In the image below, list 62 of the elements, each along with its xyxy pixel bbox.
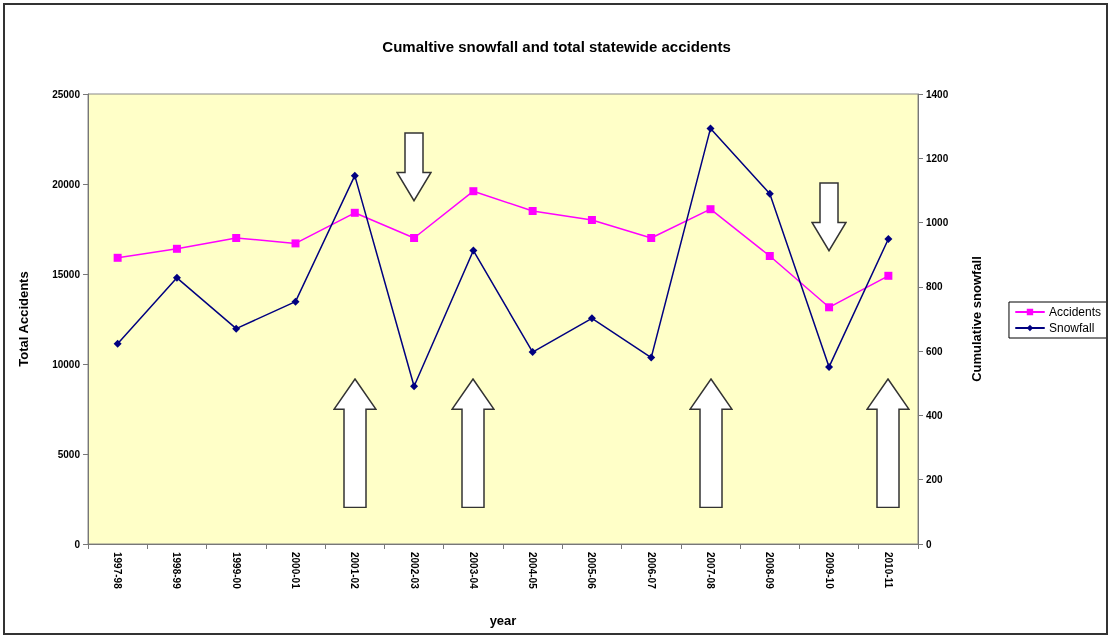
x-tick-label: 2002-03 (408, 552, 420, 590)
point (647, 234, 656, 242)
point (113, 339, 122, 348)
point (172, 244, 181, 253)
y2-tick-label: 400 (926, 409, 944, 421)
y-tick-label: 5000 (57, 448, 81, 460)
point (528, 207, 537, 215)
point (410, 382, 419, 391)
point (350, 208, 359, 217)
point (410, 234, 419, 242)
y2-axis-title: Cumulative snowfall (969, 256, 984, 382)
point (528, 348, 537, 357)
x-tick-label: 1999-00 (230, 552, 242, 590)
point (765, 189, 774, 198)
x-tick-label: 2003-04 (467, 552, 479, 590)
y-tick-label: 0 (74, 538, 81, 550)
y2-tick-label: 600 (926, 345, 944, 357)
point (469, 187, 478, 196)
point (587, 216, 596, 224)
point (232, 324, 241, 333)
x-tick-label: 2001-02 (349, 552, 361, 590)
y2-tick-label: 1000 (926, 217, 949, 229)
legend-label: Accidents (1048, 305, 1102, 319)
y-tick-label: 25000 (52, 88, 81, 100)
y-tick-label: 10000 (52, 358, 81, 370)
y2-tick-label: 1400 (926, 88, 949, 100)
x-tick-label: 2006-07 (645, 552, 657, 590)
x-tick-label: 2004-05 (527, 552, 539, 590)
point (350, 171, 359, 180)
x-tick-label: 2000-01 (290, 552, 301, 590)
y-axis-title: Total Accidents (16, 271, 31, 367)
x-axis-title: year (489, 613, 517, 628)
chart-title: Cumaltive snowfall and total statewide accidents (382, 38, 731, 55)
point (884, 271, 893, 280)
legend-label: Snowfall (1048, 321, 1095, 335)
point (884, 234, 893, 243)
y-tick-label: 20000 (52, 178, 81, 190)
y2-tick-label: 200 (926, 474, 944, 486)
x-tick-label: 2005-06 (586, 552, 598, 590)
y2-tick-label: 800 (926, 281, 944, 293)
x-tick-label: 2009-10 (823, 552, 835, 590)
point (587, 314, 596, 323)
point (113, 253, 122, 262)
x-tick-label: 2007-08 (705, 552, 716, 590)
x-tick-label: 2008-09 (764, 552, 776, 590)
point (706, 124, 715, 133)
x-tick-label: 2010-11 (882, 552, 894, 589)
x-tick-label: 1997-98 (112, 552, 124, 590)
point (172, 273, 181, 282)
point (291, 239, 300, 248)
y2-tick-label: 1200 (926, 152, 949, 164)
point (765, 252, 774, 260)
point (469, 246, 478, 255)
point (232, 234, 241, 242)
point (647, 353, 656, 362)
y2-tick-label: 0 (926, 538, 932, 550)
point (291, 297, 300, 306)
x-tick-label: 1998-99 (171, 552, 183, 590)
y-tick-label: 15000 (52, 268, 81, 280)
point (825, 362, 834, 371)
point (706, 205, 715, 214)
point (825, 303, 834, 312)
